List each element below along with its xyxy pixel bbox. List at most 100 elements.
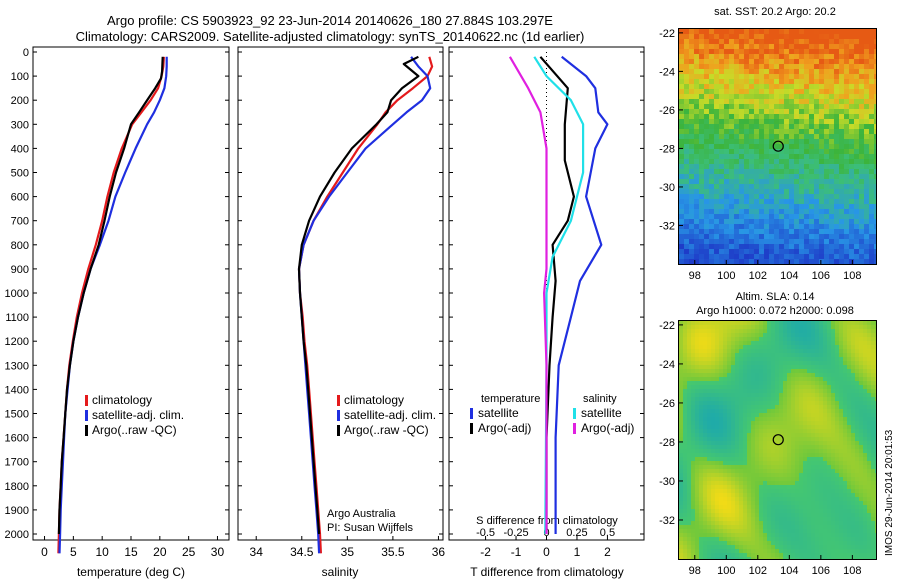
sla-cell (791, 357, 795, 361)
sla-cell (743, 421, 747, 425)
sla-cell (795, 473, 799, 477)
sla-cell (739, 349, 743, 353)
sla-cell (835, 469, 839, 473)
sla-cell (683, 429, 687, 433)
sst-cell (699, 254, 704, 259)
sst-cell (759, 44, 764, 49)
sst-cell (844, 79, 849, 84)
sla-cell (763, 489, 767, 493)
sla-cell (791, 413, 795, 417)
sla-cell (755, 393, 759, 397)
sla-cell (723, 545, 727, 549)
sst-map[interactable] (678, 28, 877, 265)
sla-cell (763, 401, 767, 405)
sla-cell (819, 381, 823, 385)
sla-cell (847, 473, 851, 477)
sst-cell (839, 29, 844, 34)
sst-cell (779, 254, 784, 259)
sla-cell (711, 357, 715, 361)
sla-cell (735, 397, 739, 401)
sla-cell (691, 341, 695, 345)
sla-cell (875, 437, 876, 441)
sla-cell (827, 401, 831, 405)
sst-cell (774, 254, 779, 259)
sla-cell (835, 453, 839, 457)
sla-cell (679, 537, 683, 541)
sla-cell (695, 437, 699, 441)
sla-cell (859, 321, 863, 325)
sla-cell (699, 333, 703, 337)
sla-cell (835, 365, 839, 369)
sla-cell (803, 361, 807, 365)
sst-cell (679, 219, 684, 224)
sla-cell (715, 425, 719, 429)
sla-cell (855, 441, 859, 445)
sla-cell (843, 381, 847, 385)
sla-cell (711, 449, 715, 453)
sst-cell (689, 199, 694, 204)
sla-cell (739, 397, 743, 401)
sla-cell (755, 429, 759, 433)
sst-cell (854, 54, 859, 59)
sla-cell (771, 517, 775, 521)
sst-cell (819, 89, 824, 94)
sst-cell (844, 199, 849, 204)
sla-cell (719, 461, 723, 465)
sla-cell (787, 525, 791, 529)
sst-cell (874, 79, 876, 84)
sla-cell (751, 361, 755, 365)
sst-cell (744, 109, 749, 114)
sla-cell (867, 449, 871, 453)
sla-cell (759, 497, 763, 501)
sla-cell (803, 469, 807, 473)
sst-cell (854, 69, 859, 74)
sst-cell (814, 164, 819, 169)
sla-cell (723, 325, 727, 329)
sla-cell (779, 493, 783, 497)
sla-cell (855, 509, 859, 513)
sla-cell (807, 349, 811, 353)
sla-cell (707, 405, 711, 409)
sst-cell (679, 184, 684, 189)
sla-cell (799, 481, 803, 485)
sla-cell (687, 365, 691, 369)
sla-map[interactable] (678, 320, 877, 560)
sla-cell (827, 541, 831, 545)
sla-cell (775, 421, 779, 425)
sst-cell (764, 129, 769, 134)
sst-cell (739, 144, 744, 149)
sla-cell (711, 361, 715, 365)
sla-cell (695, 325, 699, 329)
sst-cell (714, 229, 719, 234)
sst-cell (704, 229, 709, 234)
sla-cell (743, 433, 747, 437)
sla-cell (735, 429, 739, 433)
sst-cell (769, 144, 774, 149)
sst-cell (694, 239, 699, 244)
sla-cell (735, 425, 739, 429)
sla-cell (819, 437, 823, 441)
sst-cell (824, 74, 829, 79)
sst-cell (844, 89, 849, 94)
sst-cell (714, 219, 719, 224)
sst-cell (784, 59, 789, 64)
sst-cell (704, 59, 709, 64)
sla-cell (811, 373, 815, 377)
sla-cell (755, 549, 759, 553)
sst-cell (814, 149, 819, 154)
sla-cell (871, 429, 875, 433)
sst-cell (794, 249, 799, 254)
sla-cell (695, 381, 699, 385)
sla-cell (859, 377, 863, 381)
sla-cell (807, 357, 811, 361)
sst-cell (779, 219, 784, 224)
sla-cell (875, 461, 876, 465)
sla-cell (863, 389, 867, 393)
sst-cell (839, 44, 844, 49)
sla-cell (719, 389, 723, 393)
sla-cell (695, 509, 699, 513)
sla-cell (795, 349, 799, 353)
sla-cell (695, 445, 699, 449)
sst-cell (804, 229, 809, 234)
sst-cell (714, 204, 719, 209)
